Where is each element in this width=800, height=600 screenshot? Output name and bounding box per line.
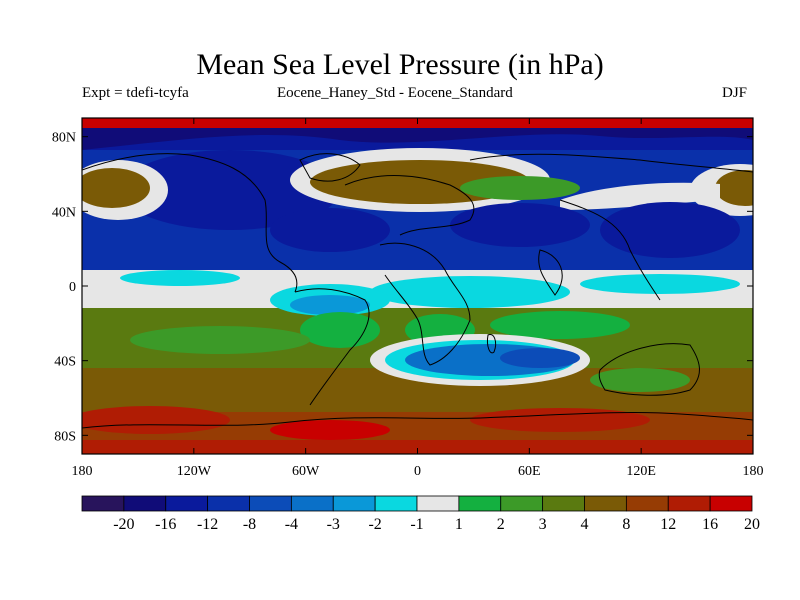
- colorbar-label: -16: [155, 516, 176, 533]
- south-indian-green: [490, 311, 630, 339]
- season-label: DJF: [722, 85, 748, 101]
- coastline-greenland: [299, 153, 361, 182]
- colorbar-swatch: [625, 495, 669, 512]
- arctic-lows: [82, 128, 753, 150]
- asia-white-strip: [560, 182, 720, 210]
- colorbar-label: -3: [327, 516, 340, 533]
- lon-tick-label: 120W: [177, 464, 212, 479]
- coastline-india: [538, 249, 563, 296]
- lon-tick-label: 180: [743, 464, 764, 479]
- colorbar-swatch: [123, 495, 167, 512]
- lon-tick-label: 120E: [626, 464, 656, 479]
- band-south-polar: [82, 440, 753, 454]
- colorbar-label: 12: [660, 516, 676, 533]
- colorbar-label: 4: [581, 516, 589, 533]
- asia-low: [600, 202, 740, 258]
- coastline-europe: [344, 175, 475, 236]
- lon-tick-label: 60W: [292, 464, 320, 479]
- coastline-antarctica: [82, 412, 753, 429]
- latitude-axis: 80N 40N 0 40S 80S: [52, 131, 753, 444]
- colorbar-label: 1: [455, 516, 463, 533]
- coastline-australia: [598, 343, 700, 396]
- colorbar-label: 20: [744, 516, 760, 533]
- pacific-deep-low: [120, 150, 340, 230]
- lon-tick-label: 60E: [518, 464, 541, 479]
- experiment-label: Expt = tdefi-tcyfa: [82, 85, 189, 101]
- australia-green: [590, 368, 690, 392]
- colorbar-label: 16: [702, 516, 718, 533]
- south-high-red-2: [470, 408, 650, 432]
- colorbar-swatch: [542, 495, 585, 512]
- colorbar-swatch: [249, 495, 292, 512]
- colorbar-label: -20: [113, 516, 134, 533]
- colorbar-swatch: [81, 495, 125, 512]
- colorbar-label: -8: [243, 516, 256, 533]
- south-america-green: [300, 312, 380, 348]
- colorbar: -20 -16 -12 -8 -4 -3 -2 -1 1 2 3 4 8 12 16 20: [81, 495, 760, 533]
- south-indian-deep-low: [500, 348, 580, 368]
- colorbar-label: 8: [622, 516, 630, 533]
- colorbar-label: -4: [285, 516, 298, 533]
- colorbar-swatch: [374, 495, 418, 512]
- eurasia-ridge: [460, 176, 580, 200]
- lat-tick-label: 80N: [52, 131, 76, 146]
- lat-tick-label: 0: [69, 280, 76, 295]
- south-pacific-green: [130, 326, 310, 354]
- colorbar-swatch: [290, 495, 334, 512]
- coastline-asia: [469, 153, 753, 301]
- coastline-africa: [379, 242, 471, 366]
- colorbar-swatch: [458, 495, 502, 512]
- colorbar-swatch: [416, 495, 460, 512]
- atlantic-low: [270, 208, 390, 252]
- lat-tick-label: 80S: [54, 429, 76, 444]
- coastline-madagascar: [487, 333, 497, 354]
- colorbar-swatch: [207, 495, 250, 512]
- longitude-axis: 180 120W 60W 0 60E 120E 180: [72, 118, 764, 479]
- tropical-cyan-east: [580, 274, 740, 294]
- lat-tick-label: 40S: [54, 355, 76, 370]
- pressure-field: [82, 118, 753, 454]
- colorbar-swatch: [667, 495, 711, 512]
- colorbar-label: 3: [539, 516, 547, 533]
- colorbar-swatch: [165, 495, 209, 512]
- lon-tick-label: 180: [72, 464, 93, 479]
- colorbar-swatch: [500, 495, 544, 512]
- tethys-low: [450, 203, 590, 247]
- colorbar-label: -1: [410, 516, 423, 533]
- coastline-north-america: [82, 153, 298, 293]
- colorbar-label: -12: [197, 516, 218, 533]
- map-title: Mean Sea Level Pressure (in hPa): [196, 48, 604, 81]
- colorbar-swatch: [332, 495, 376, 512]
- colorbar-label: 2: [497, 516, 505, 533]
- colorbar-swatch: [709, 495, 753, 512]
- tropical-cyan-africa: [370, 276, 570, 308]
- lat-tick-label: 40N: [52, 205, 76, 220]
- lon-tick-label: 0: [414, 464, 421, 479]
- comparison-label: Eocene_Haney_Std - Eocene_Standard: [277, 85, 513, 101]
- tropical-cyan-west: [120, 270, 240, 286]
- pacific-west-high: [82, 168, 150, 208]
- colorbar-label: -2: [368, 516, 381, 533]
- coastline-south-america: [294, 288, 370, 406]
- pacific-east-high: [715, 170, 753, 206]
- coastlines: [82, 153, 753, 429]
- colorbar-swatch: [584, 495, 627, 512]
- tropical-blue-america: [290, 295, 370, 315]
- south-high-red-1: [82, 406, 230, 434]
- south-high-red-3: [270, 420, 390, 440]
